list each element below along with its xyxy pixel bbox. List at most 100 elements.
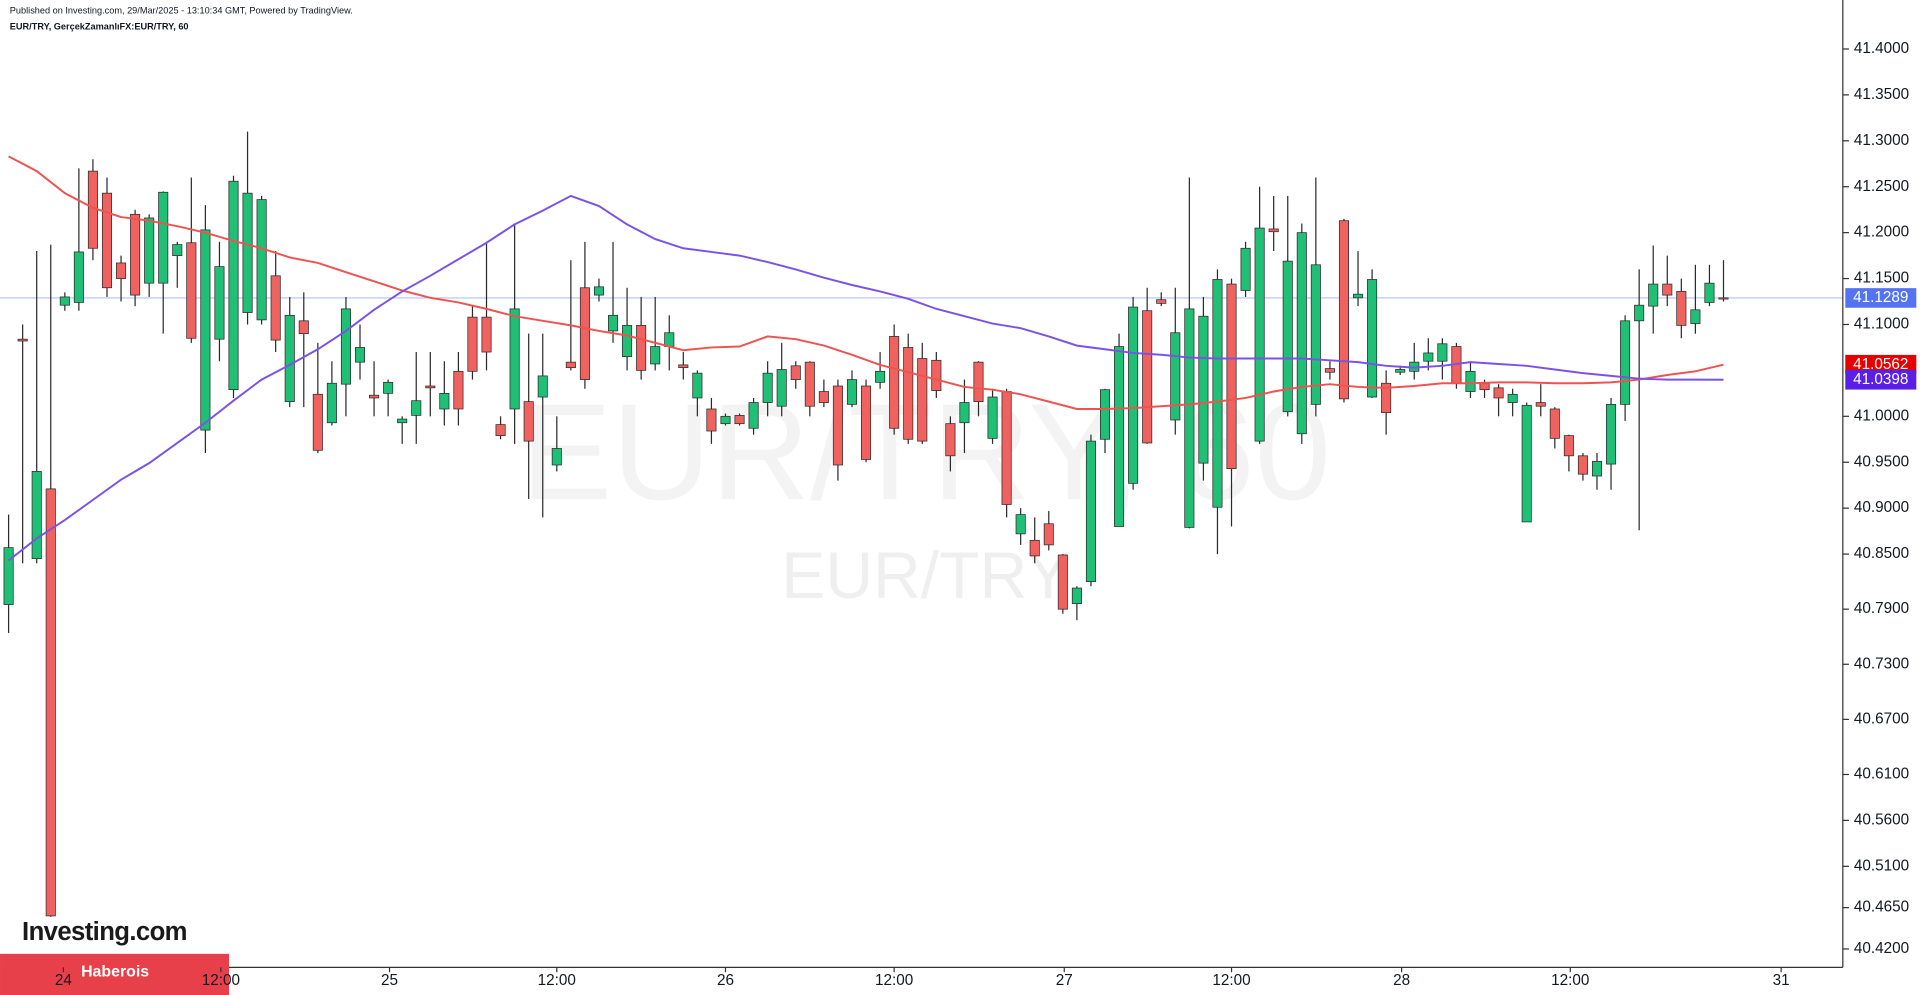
candle-body [537, 375, 548, 398]
candle-body [818, 391, 829, 403]
y-tick-label: 40.4650 [1854, 899, 1909, 916]
x-tick-label: 12:00 [538, 972, 576, 989]
candle-body [369, 394, 380, 399]
candle-body [565, 361, 576, 369]
candle-body [846, 379, 858, 405]
candle-body [664, 332, 675, 347]
candle-body [425, 385, 436, 389]
candle-body [298, 320, 309, 335]
candle-body [945, 423, 956, 457]
candle-body [579, 287, 590, 380]
y-tick-label: 41.1500 [1854, 270, 1909, 287]
candle-body [1591, 460, 1603, 477]
price-label: 41.0562 [1853, 356, 1908, 373]
candle-body [1254, 227, 1265, 442]
candle-body [130, 213, 141, 296]
price-label-bg [1845, 288, 1917, 308]
symbol: EUR/TRY, GerçekZamanlıFX:EUR/TRY, 60 [10, 21, 189, 31]
banner-bg [0, 953, 229, 995]
candle-body [340, 308, 351, 385]
candle-body [1071, 587, 1082, 605]
candle-body [116, 262, 127, 279]
candle-body [45, 488, 56, 917]
candle-body [1577, 455, 1588, 475]
candle-body [692, 372, 703, 399]
candle-body [720, 415, 731, 425]
candle-body [608, 314, 619, 332]
candle-body [1563, 435, 1574, 457]
candle-body [1479, 382, 1490, 391]
y-tick-label: 41.0000 [1854, 407, 1909, 424]
candle-body [1310, 264, 1321, 405]
candle-body [270, 275, 281, 341]
candle-body [17, 338, 28, 342]
candle-body [1395, 369, 1406, 373]
candle-body [1142, 310, 1153, 444]
y-tick-label: 40.6100 [1854, 766, 1909, 783]
y-tick-label: 41.3500 [1854, 86, 1909, 103]
candle-body [875, 370, 886, 383]
candle-body [973, 361, 984, 402]
candle-body [1001, 391, 1012, 505]
candle-body [1198, 315, 1209, 464]
candle-body [467, 316, 478, 372]
candle-body [326, 382, 337, 424]
candle-body [411, 400, 422, 416]
candle-body [917, 358, 928, 442]
candle-body [1338, 220, 1349, 400]
candle-body [1535, 402, 1546, 407]
y-tick-label: 41.1000 [1854, 316, 1909, 333]
candle-body [172, 244, 183, 256]
x-tick-label: 26 [717, 972, 734, 989]
candle-body [1353, 293, 1364, 299]
candle-body [73, 251, 84, 303]
candle-body [1226, 283, 1237, 470]
candle-body [200, 229, 211, 431]
candle-body [214, 266, 225, 340]
candle-body [256, 199, 267, 321]
x-tick-label: 27 [1056, 972, 1073, 989]
y-tick-label: 40.5100 [1854, 857, 1909, 874]
candle-body [1057, 554, 1068, 610]
moving-average-line [7, 194, 1724, 562]
y-tick-label: 40.6700 [1854, 710, 1909, 727]
y-tick-label: 40.9500 [1854, 453, 1909, 470]
x-tick-label: 28 [1393, 972, 1410, 989]
candle-body [509, 308, 520, 410]
y-tick-label: 41.2500 [1854, 178, 1909, 195]
moving-average-line [8, 155, 1724, 410]
candle-body [59, 296, 70, 306]
price-label-bg [1845, 369, 1917, 390]
candle-body [1648, 283, 1659, 307]
x-tick-label: 12:00 [1212, 972, 1250, 989]
banner: Haberois [81, 963, 149, 980]
candle-body [1620, 320, 1631, 405]
candle-body [481, 316, 492, 353]
candle-body [354, 347, 366, 363]
candle-body [1704, 282, 1715, 303]
candle-body [523, 401, 534, 442]
x-tick-label: 24 [55, 972, 73, 989]
candle-body [903, 347, 914, 440]
candle-body [1282, 260, 1293, 413]
candle-body [861, 385, 872, 460]
candle-body [959, 402, 970, 424]
candle-body [1367, 279, 1378, 398]
candle-body [1465, 370, 1476, 392]
y-tick-label: 41.2000 [1854, 224, 1909, 241]
candle-body [987, 396, 998, 439]
candle-body [31, 471, 42, 560]
candle-body [1606, 404, 1617, 465]
header: Published on Investing.com, 29/Mar/2025 … [10, 5, 353, 15]
candle-body [706, 408, 717, 432]
y-tick-label: 40.5600 [1854, 811, 1909, 828]
y-tick-label: 40.4200 [1854, 940, 1909, 957]
candle-body [1437, 343, 1448, 362]
candle-body [1690, 309, 1701, 324]
price-label: 41.1289 [1853, 289, 1908, 306]
x-tick-label: 31 [1773, 972, 1790, 989]
candle-body [1015, 514, 1026, 535]
candle-body [889, 336, 900, 429]
candle-body [439, 392, 450, 410]
